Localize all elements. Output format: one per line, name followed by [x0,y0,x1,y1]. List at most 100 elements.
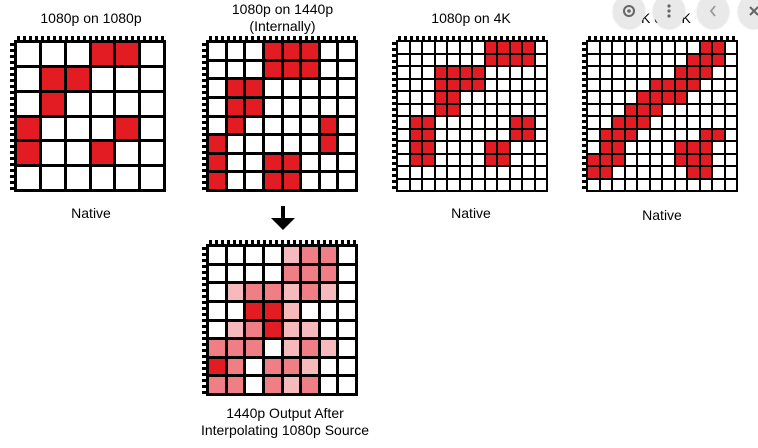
grid-cell-filled [227,284,244,300]
grid-cell [398,142,409,153]
grid-cell [264,247,281,263]
more-button[interactable] [653,0,685,28]
grid-cell [227,247,244,263]
grid-cell [435,167,446,178]
grid-cell [339,61,355,78]
grid-cell [485,79,496,90]
grid-cell [485,179,496,190]
grid-cell [638,67,649,78]
grid-cell-filled [473,67,484,78]
grid-cell-filled [485,42,496,53]
grid-cell-filled [435,92,446,103]
grid-cell-filled [700,54,711,65]
grid-cell [650,67,661,78]
grid-cell [625,54,636,65]
grid-cell [460,179,471,190]
grid-cell [588,129,599,140]
grid-cell [423,42,434,53]
grid-cell [339,117,355,134]
grid-cell-filled [675,142,686,153]
grid-cell-filled [700,154,711,165]
grid-cell [535,54,546,65]
grid-cell [510,167,521,178]
grid-cell-filled [283,321,300,338]
grid-cell-filled [302,265,318,282]
grid-cell [460,129,471,140]
grid-cell-filled [302,340,318,356]
grid-cell [675,129,686,140]
grid-cell [588,179,599,190]
grid-cell-filled [423,154,434,165]
grid-4k-on-4k [582,36,738,192]
grid-cell [638,42,649,53]
grid-cell [91,67,114,90]
grid-left-dotted-edge [582,42,586,192]
grid-cell-filled [320,247,337,263]
grid-cell [473,142,484,153]
grid-cell-filled [600,167,611,178]
grid-cell-filled [41,92,64,115]
grid-cell [625,42,636,53]
grid-cell-filled [613,154,624,165]
grid-cell-filled [246,80,262,96]
grid-cell [700,117,711,128]
grid-cell [246,358,262,375]
grid-cell-filled [283,284,300,300]
grid-cell [625,142,636,153]
grid-cell-filled [688,79,699,90]
grid-cell [588,67,599,78]
grid-cell [713,79,724,90]
grid-cell [650,167,661,178]
grid-cell-filled [209,154,225,171]
grid-cell [473,129,484,140]
grid-cell [510,104,521,115]
grid-cell [398,179,409,190]
lens-button[interactable] [613,0,645,28]
grid-cell [339,358,355,375]
grid-cell-filled [448,79,459,90]
grid-cell [638,142,649,153]
panel-1080p-on-1440p-title-line2: (Internally) [249,18,316,34]
grid-cell [423,179,434,190]
grid-cell [227,43,244,59]
grid-cell-filled [523,42,534,53]
grid-left-dotted-edge [392,42,396,192]
grid-cell-filled [688,67,699,78]
grid-left-dotted-edge [202,247,206,396]
grid-cell-filled [302,43,318,59]
grid-cell-filled [448,92,459,103]
grid-cell-filled [320,265,337,282]
grid-cell [209,321,225,338]
grid-cell [320,80,337,96]
grid-cell [688,42,699,53]
back-button[interactable] [697,0,729,28]
grid-cell [246,43,262,59]
grid-cell [650,54,661,65]
grid-cell [473,154,484,165]
grid-cell-filled [246,302,262,319]
grid-cell [725,129,736,140]
grid-cell [588,54,599,65]
grid-cell-filled [410,154,421,165]
grid-cell-filled [498,42,509,53]
grid-cell [320,302,337,319]
panel-1080p-on-4k-caption: Native [451,205,491,221]
grid-cell-filled [435,79,446,90]
grid-cell [523,167,534,178]
grid-cell [209,98,225,115]
grid-cell [41,142,64,165]
grid-cell [410,54,421,65]
grid-cell-filled [638,92,649,103]
grid-cell [613,67,624,78]
close-button[interactable] [738,0,758,28]
grid-cell [713,92,724,103]
grid-cell [227,61,244,78]
grid-cell [320,61,337,78]
grid-cell-filled [264,321,281,338]
grid-cell [713,179,724,190]
grid-cell-filled [227,117,244,134]
grid-cell-filled [700,167,711,178]
grid-cell-filled [588,154,599,165]
grid-cell [398,104,409,115]
grid-cell-filled [460,79,471,90]
